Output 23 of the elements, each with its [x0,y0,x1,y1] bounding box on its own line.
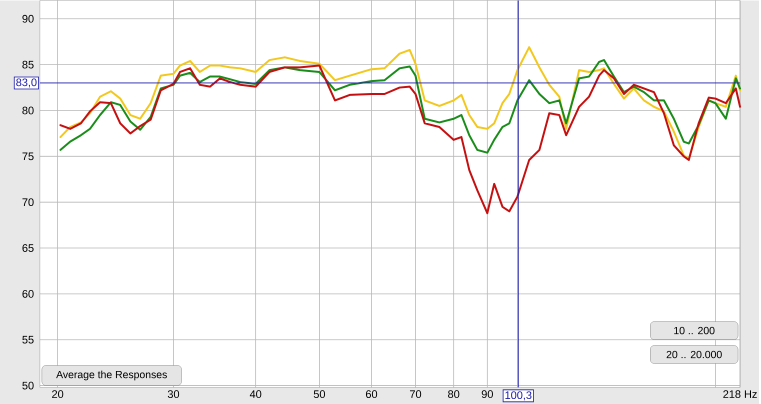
y-tick-label: 65 [22,244,34,252]
y-tick-label: 50 [22,382,34,390]
ref-line-label: 83,0 [16,78,37,88]
x-tick-label: 60 [366,390,378,398]
x-tick-label: 90 [482,390,493,398]
x-tick-label: 70 [410,390,422,398]
annotation: 10 .. 200 [674,326,715,334]
x-tick-label: 50 [314,390,326,398]
annotation: Average the Responses [56,370,167,380]
x-tick-label: 40 [250,390,262,398]
x-tick-label: 218 Hz [723,390,757,398]
x-tick-label: 80 [448,390,460,398]
y-tick-label: 85 [22,60,34,68]
annotation: 20 .. 20.000 [666,350,722,358]
y-tick-label: 60 [22,290,34,298]
y-tick-label: 75 [22,152,34,160]
y-tick-label: 80 [22,106,34,114]
x-tick-label: 30 [168,390,180,398]
y-tick-label: 90 [22,14,34,22]
y-tick-label: 70 [22,198,34,206]
y-tick-label: 55 [22,336,34,344]
ref-line-label: 100,3 [505,391,532,400]
x-tick-label: 20 [52,390,64,398]
